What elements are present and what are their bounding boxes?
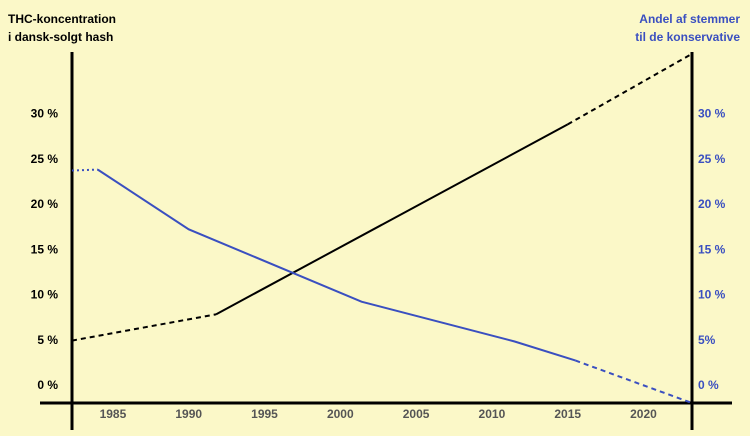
y2-tick-label: 25 %: [698, 152, 726, 166]
y2-tick-label: 20 %: [698, 197, 726, 211]
line-series: [215, 123, 569, 316]
y2-tick-label: 0 %: [698, 378, 719, 392]
x-tick-label: 2000: [327, 407, 354, 421]
y-axis-title: i dansk-solgt hash: [8, 30, 113, 44]
x-tick-label: 2005: [403, 407, 430, 421]
x-tick-label: 2010: [479, 407, 506, 421]
y2-tick-label: 30 %: [698, 107, 726, 121]
y2-axis-title: til de konservative: [635, 30, 740, 44]
y-tick-label: 5 %: [37, 333, 58, 347]
x-tick-label: 1990: [175, 407, 202, 421]
y-tick-label: 0 %: [37, 378, 58, 392]
y2-tick-label: 10 %: [698, 288, 726, 302]
y2-axis-title: Andel af stemmer: [639, 12, 740, 26]
line-series: [97, 168, 576, 362]
y-tick-label: 20 %: [31, 197, 59, 211]
x-tick-label: 1985: [100, 407, 127, 421]
y2-tick-label: 5%: [698, 333, 716, 347]
x-tick-label: 1995: [251, 407, 278, 421]
y2-tick-label: 15 %: [698, 242, 726, 256]
x-tick-label: 2015: [554, 407, 581, 421]
y-tick-label: 10 %: [31, 288, 59, 302]
x-tick-label: 2020: [630, 407, 657, 421]
y-tick-label: 30 %: [31, 107, 59, 121]
line-series: [574, 359, 693, 404]
line-series: [71, 168, 98, 172]
y-tick-label: 15 %: [31, 242, 59, 256]
y-axis-title: THC-koncentration: [8, 12, 116, 26]
line-series: [567, 52, 693, 126]
line-series: [71, 313, 217, 342]
y-tick-label: 25 %: [31, 152, 59, 166]
